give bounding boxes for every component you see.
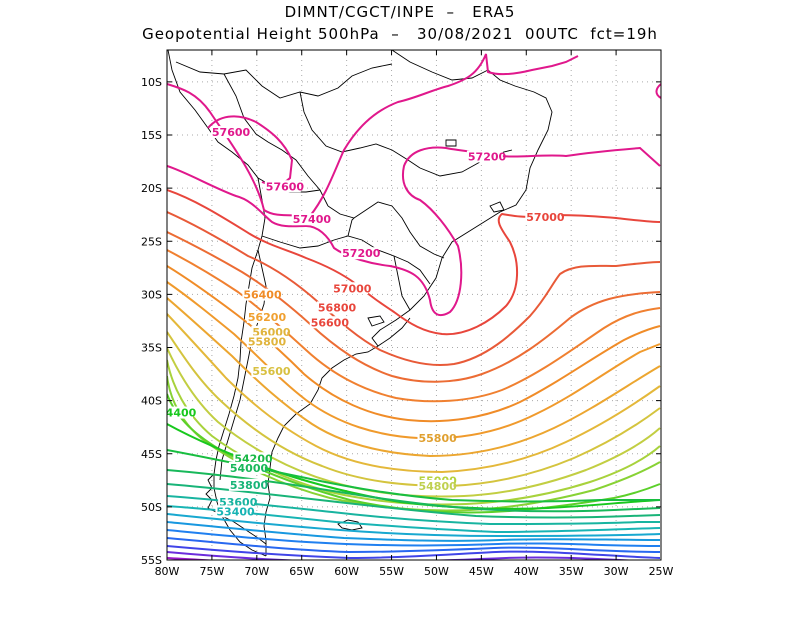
lon-tick-label: 40W (514, 565, 539, 578)
contour-label-bg (215, 505, 252, 518)
contour-label-bg (291, 213, 328, 226)
contour-52800 (167, 529, 661, 547)
contour-label: 54000 (230, 462, 269, 475)
contour-52400 (167, 545, 661, 560)
contour-label: 55800 (418, 432, 457, 445)
contour-56400 (167, 249, 661, 403)
contour-label: 57200 (468, 151, 507, 164)
contour-label-bg (242, 288, 279, 301)
contour-52600 (167, 537, 661, 554)
lon-tick-label: 50W (424, 565, 449, 578)
lon-tick-label: 75W (199, 565, 224, 578)
lon-tick-label: 60W (334, 565, 359, 578)
contour-label: 56600 (311, 316, 350, 329)
plot-frame (166, 49, 662, 561)
contour-label: 56200 (248, 311, 287, 324)
contour-52000 (167, 557, 221, 560)
contour-label-bg (233, 452, 270, 465)
contour-label-bg (332, 282, 369, 295)
lon-tick-label: 45W (469, 565, 494, 578)
plot-area (167, 50, 661, 560)
contour-54000 (167, 469, 661, 513)
contour-label-bg (309, 316, 346, 329)
contour-label: 57200 (342, 247, 381, 260)
contour-55000 (167, 359, 661, 506)
contour-52200 (167, 551, 639, 560)
lat-tick-label: 15S (141, 129, 162, 142)
lat-tick-label: 45S (141, 448, 162, 461)
lon-tick-label: 55W (379, 565, 404, 578)
contour-label-bg (228, 461, 265, 474)
contour-label-bg (341, 247, 378, 260)
lon-tick-label: 25W (649, 565, 674, 578)
contour-label-bg (246, 310, 283, 323)
contour-label: 53800 (230, 479, 269, 492)
lat-tick-label: 10S (141, 76, 162, 89)
contour-labels: 57600 57600 57400 57200 57200 57000 57000 56800… (158, 126, 565, 518)
contour-label-bg (417, 432, 454, 445)
contour-label: 54400 (158, 407, 197, 420)
contour-label: 53400 (216, 505, 255, 518)
contour-55800 (167, 297, 661, 458)
lat-tick-label: 55S (141, 554, 162, 567)
map-title-line2: Geopotential Height 500hPa – 30/08/2021 … (142, 25, 658, 43)
contour-55600 (167, 313, 661, 474)
contour-label-bg (316, 301, 353, 314)
contour-label-bg (228, 478, 265, 491)
contour-label: 55600 (252, 365, 291, 378)
contour-label-bg (210, 126, 247, 139)
contour-53000 (167, 521, 661, 542)
lat-tick-label: 50S (141, 501, 162, 514)
contour-label: 57000 (526, 211, 565, 224)
contour-label: 57400 (293, 213, 332, 226)
contour-56200 (167, 265, 661, 423)
contour-57400 (167, 53, 579, 218)
lat-tick-label: 35S (141, 342, 162, 355)
lat-tick-label: 20S (141, 182, 162, 195)
contour-56800 (167, 211, 661, 366)
contour-label: 54800 (418, 480, 457, 493)
contour-label-bg (525, 211, 562, 224)
contour-53800 (167, 483, 661, 519)
lon-tick-label: 35W (559, 565, 584, 578)
lat-tick-label: 25S (141, 235, 162, 248)
contour-55400 (167, 331, 661, 488)
contour-label-bg (417, 479, 454, 492)
lat-tick-label: 40S (141, 395, 162, 408)
contour-53200 (167, 513, 661, 538)
contour-57400-east (655, 83, 661, 99)
contour-label-bg (167, 406, 194, 419)
lon-tick-label: 65W (289, 565, 314, 578)
contour-label: 57600 (266, 180, 305, 193)
lon-tick-label: 80W (155, 565, 180, 578)
lon-tick-label: 70W (244, 565, 269, 578)
contour-label-bg (466, 150, 503, 163)
lat-tick-label: 30S (141, 288, 162, 301)
lon-tick-label: 30W (604, 565, 629, 578)
contour-56000 (167, 281, 661, 440)
contour-label: 56400 (243, 289, 282, 302)
contour-label: 57000 (333, 282, 372, 295)
contour-label-bg (246, 335, 283, 348)
contour-56600 (167, 231, 661, 383)
contour-label-bg (251, 325, 288, 338)
contour-label-bg (218, 495, 255, 508)
contour-label: 56800 (318, 301, 357, 314)
contour-label-bg (264, 180, 301, 193)
contour-label-bg (251, 365, 288, 378)
contour-label: 57600 (212, 126, 251, 139)
contour-label: 55800 (248, 335, 287, 348)
map-title-line1: DIMNT/CGCT/INPE – ERA5 (284, 3, 516, 21)
